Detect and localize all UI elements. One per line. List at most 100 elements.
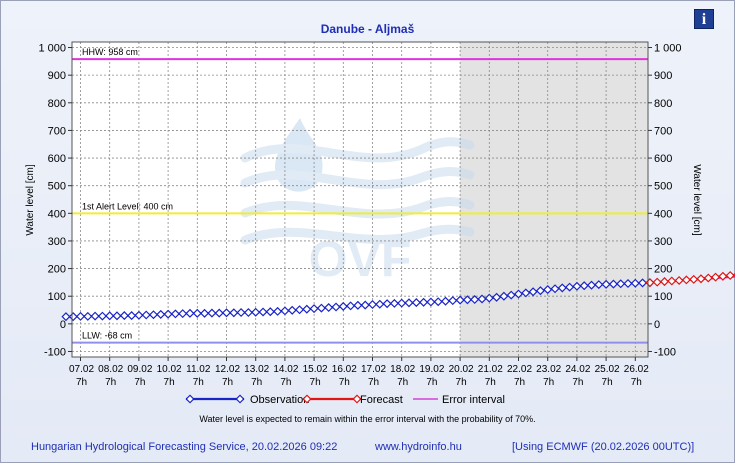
x-tick-sublabel: 7h [514,377,525,388]
x-tick-sublabel: 7h [426,377,437,388]
observation-point [638,278,648,288]
observation-point [513,289,524,299]
observation-point [324,303,334,313]
y-tick-label-left: 300 [48,236,66,248]
observation-point [630,278,640,288]
x-tick-sublabel: 7h [164,377,175,388]
legend-label: Error interval [442,394,505,406]
y-tick-label-left: 200 [48,264,66,276]
legend-marker [235,394,245,404]
plot-border [71,41,649,358]
reference-line-label: 1st Alert Level: 400 cm [82,201,173,211]
observation-point [462,295,472,305]
observation-point [506,290,516,300]
y-tick-label-left: 900 [48,70,66,82]
observation-point [68,312,78,322]
observation-point [61,312,71,322]
observation-point [579,281,589,291]
observation-point [455,295,465,305]
x-tick-label: 17.02 [361,364,386,375]
observation-point [492,292,502,302]
observation-point [105,311,115,321]
x-tick-sublabel: 7h [76,377,87,388]
observation-point [601,279,611,289]
x-tick-sublabel: 7h [222,377,233,388]
observation-point [156,309,166,319]
forecast-point [674,275,684,285]
info-icon[interactable]: i [694,9,714,29]
legend-marker [352,394,362,404]
observation-point [97,311,107,321]
footer-model: [Using ECMWF (20.02.2026 00UTC)] [512,441,695,453]
watermark-text: OVF [309,231,412,287]
y-tick-label-left: 500 [48,181,66,193]
observation-point [484,293,494,303]
x-tick-sublabel: 7h [456,377,467,388]
x-tick-sublabel: 7h [105,377,116,388]
observation-point [316,303,326,313]
y-tick-label-right: 0 [654,319,660,331]
observation-point [192,308,202,318]
observation-point [550,284,560,294]
observation-point [565,282,575,292]
observation-point [75,311,86,321]
x-tick-label: 25.02 [595,364,620,375]
x-tick-label: 23.02 [536,364,561,375]
observation-point [528,287,538,297]
observation-point [367,299,378,310]
footer-url[interactable]: www.hydroinfo.hu [375,441,462,453]
x-tick-label: 26.02 [624,364,649,375]
observation-point [295,305,305,315]
observation-point [623,278,633,289]
x-tick-label: 21.02 [478,364,503,375]
x-tick-label: 15.02 [303,364,328,375]
forecast-point [659,277,670,287]
legend-label: Observation [250,394,309,406]
x-tick-label: 18.02 [390,364,415,375]
observation-point [557,283,567,293]
y-tick-label-right: 800 [654,98,672,110]
forecast-point [667,276,677,286]
legend-label: Forecast [360,394,403,406]
chart-note: Water level is expected to remain within… [199,414,535,424]
y-tick-label-right: -100 [654,346,676,358]
observation-point [572,281,582,291]
y-axis-label-right: Water level [cm] [691,164,702,236]
x-tick-sublabel: 7h [251,377,262,388]
x-tick-sublabel: 7h [397,377,408,388]
observation-point [346,301,356,311]
x-tick-label: 20.02 [449,364,474,375]
x-tick-label: 09.02 [127,364,152,375]
y-tick-label-left: 0 [60,319,66,331]
observation-point [360,300,370,310]
x-tick-label: 07.02 [69,364,94,375]
observation-point [397,298,407,308]
x-tick-sublabel: 7h [602,377,613,388]
observation-point [280,306,290,316]
observation-point [543,285,553,295]
y-tick-label-right: 200 [654,264,672,276]
observation-point [331,302,341,312]
x-tick-sublabel: 7h [280,377,291,388]
observation-point [178,309,188,319]
observation-point [229,308,239,318]
observation-point [243,307,253,318]
y-tick-label-left: 800 [48,98,66,110]
observation-point [185,308,195,318]
legend-marker [302,394,312,404]
observation-point [302,304,312,314]
x-tick-label: 19.02 [419,364,444,375]
ovf-watermark-logo: OVF [240,118,475,287]
x-tick-sublabel: 7h [631,377,642,388]
y-tick-label-right: 300 [654,236,672,248]
reference-line-label: LLW: -68 cm [82,331,132,341]
observation-point [535,286,545,296]
x-tick-sublabel: 7h [572,377,583,388]
observation-point [273,306,283,316]
observation-point [221,308,232,318]
x-tick-label: 22.02 [507,364,532,375]
forecast-point [689,274,699,284]
observation-point [375,299,385,309]
observation-point [616,279,626,289]
